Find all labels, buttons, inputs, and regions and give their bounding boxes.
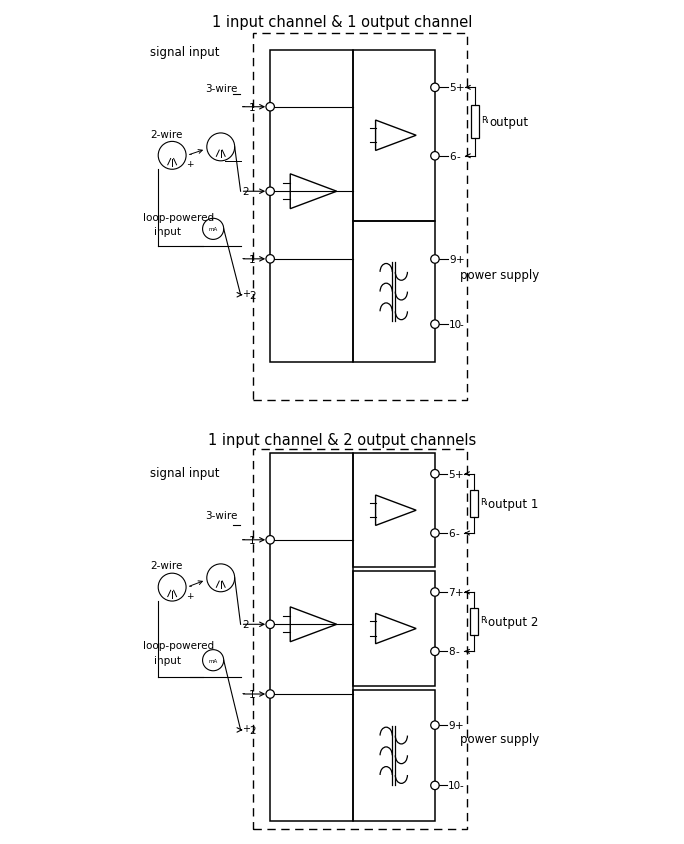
Circle shape bbox=[431, 647, 439, 656]
Text: +: + bbox=[456, 84, 464, 93]
Text: 7: 7 bbox=[448, 587, 455, 598]
Text: Rₗ: Rₗ bbox=[481, 116, 488, 125]
Text: 2: 2 bbox=[249, 725, 256, 735]
Text: mA: mA bbox=[209, 658, 218, 663]
Text: +: + bbox=[186, 160, 194, 169]
Text: input: input bbox=[154, 226, 181, 236]
Text: 8: 8 bbox=[448, 647, 455, 657]
Text: -: - bbox=[456, 647, 459, 657]
Text: 1: 1 bbox=[249, 690, 256, 699]
Text: power supply: power supply bbox=[460, 732, 540, 745]
Circle shape bbox=[431, 588, 439, 597]
Circle shape bbox=[431, 470, 439, 479]
Text: 2-wire: 2-wire bbox=[150, 130, 182, 140]
Text: output: output bbox=[490, 116, 529, 129]
Text: 2: 2 bbox=[249, 290, 256, 300]
Text: +: + bbox=[242, 723, 250, 733]
Text: -: - bbox=[460, 781, 463, 791]
Text: -: - bbox=[242, 100, 246, 111]
Text: 5: 5 bbox=[448, 469, 455, 479]
Text: -: - bbox=[456, 152, 460, 161]
Text: +: + bbox=[456, 587, 464, 598]
Text: loop-powered: loop-powered bbox=[144, 641, 215, 651]
Circle shape bbox=[266, 536, 274, 544]
Circle shape bbox=[266, 690, 274, 699]
Text: +: + bbox=[242, 289, 250, 298]
Circle shape bbox=[266, 187, 274, 196]
Circle shape bbox=[266, 104, 274, 112]
Text: 1: 1 bbox=[249, 103, 256, 112]
Circle shape bbox=[431, 256, 439, 264]
Text: input: input bbox=[154, 656, 181, 665]
Text: 10: 10 bbox=[449, 320, 462, 330]
Text: -: - bbox=[456, 528, 459, 538]
Text: -: - bbox=[460, 320, 463, 330]
Circle shape bbox=[431, 153, 439, 161]
Text: mA: mA bbox=[209, 227, 218, 232]
Text: +: + bbox=[456, 469, 464, 479]
Text: output 1: output 1 bbox=[488, 497, 538, 511]
Text: Rₗ: Rₗ bbox=[479, 498, 487, 506]
Text: 5: 5 bbox=[449, 84, 456, 93]
Text: power supply: power supply bbox=[460, 269, 540, 282]
Text: -: - bbox=[242, 687, 246, 697]
Text: 9: 9 bbox=[448, 720, 455, 730]
Text: 2-wire: 2-wire bbox=[150, 560, 182, 571]
Bar bbox=[470, 490, 479, 517]
Text: signal input: signal input bbox=[150, 466, 220, 479]
Text: 1: 1 bbox=[249, 255, 256, 264]
Text: output 2: output 2 bbox=[488, 615, 538, 629]
Circle shape bbox=[431, 529, 439, 538]
Bar bbox=[470, 609, 479, 636]
Text: 9: 9 bbox=[449, 255, 456, 265]
Text: -: - bbox=[242, 533, 246, 543]
Text: Rₗ: Rₗ bbox=[479, 616, 487, 625]
Bar bbox=[471, 106, 479, 138]
Text: 2: 2 bbox=[242, 187, 248, 197]
Text: 1 input channel & 2 output channels: 1 input channel & 2 output channels bbox=[208, 432, 476, 447]
Text: 1: 1 bbox=[249, 535, 256, 545]
Text: -: - bbox=[189, 149, 192, 159]
Text: signal input: signal input bbox=[150, 46, 220, 59]
Text: 3-wire: 3-wire bbox=[205, 84, 237, 94]
Text: 6: 6 bbox=[448, 528, 455, 538]
Circle shape bbox=[431, 321, 439, 329]
Text: 3-wire: 3-wire bbox=[205, 511, 237, 521]
Circle shape bbox=[266, 620, 274, 629]
Text: 10: 10 bbox=[448, 781, 461, 791]
Circle shape bbox=[431, 721, 439, 729]
Text: +: + bbox=[456, 720, 464, 730]
Text: 6: 6 bbox=[449, 152, 456, 161]
Text: loop-powered: loop-powered bbox=[144, 213, 215, 222]
Text: +: + bbox=[186, 592, 194, 600]
Text: +: + bbox=[456, 255, 464, 265]
Text: -: - bbox=[188, 582, 192, 590]
Circle shape bbox=[431, 84, 439, 93]
Circle shape bbox=[266, 255, 274, 263]
Text: 1 input channel & 1 output channel: 1 input channel & 1 output channel bbox=[212, 14, 472, 30]
Text: 2: 2 bbox=[242, 619, 248, 630]
Text: -: - bbox=[242, 252, 246, 262]
Circle shape bbox=[431, 782, 439, 790]
